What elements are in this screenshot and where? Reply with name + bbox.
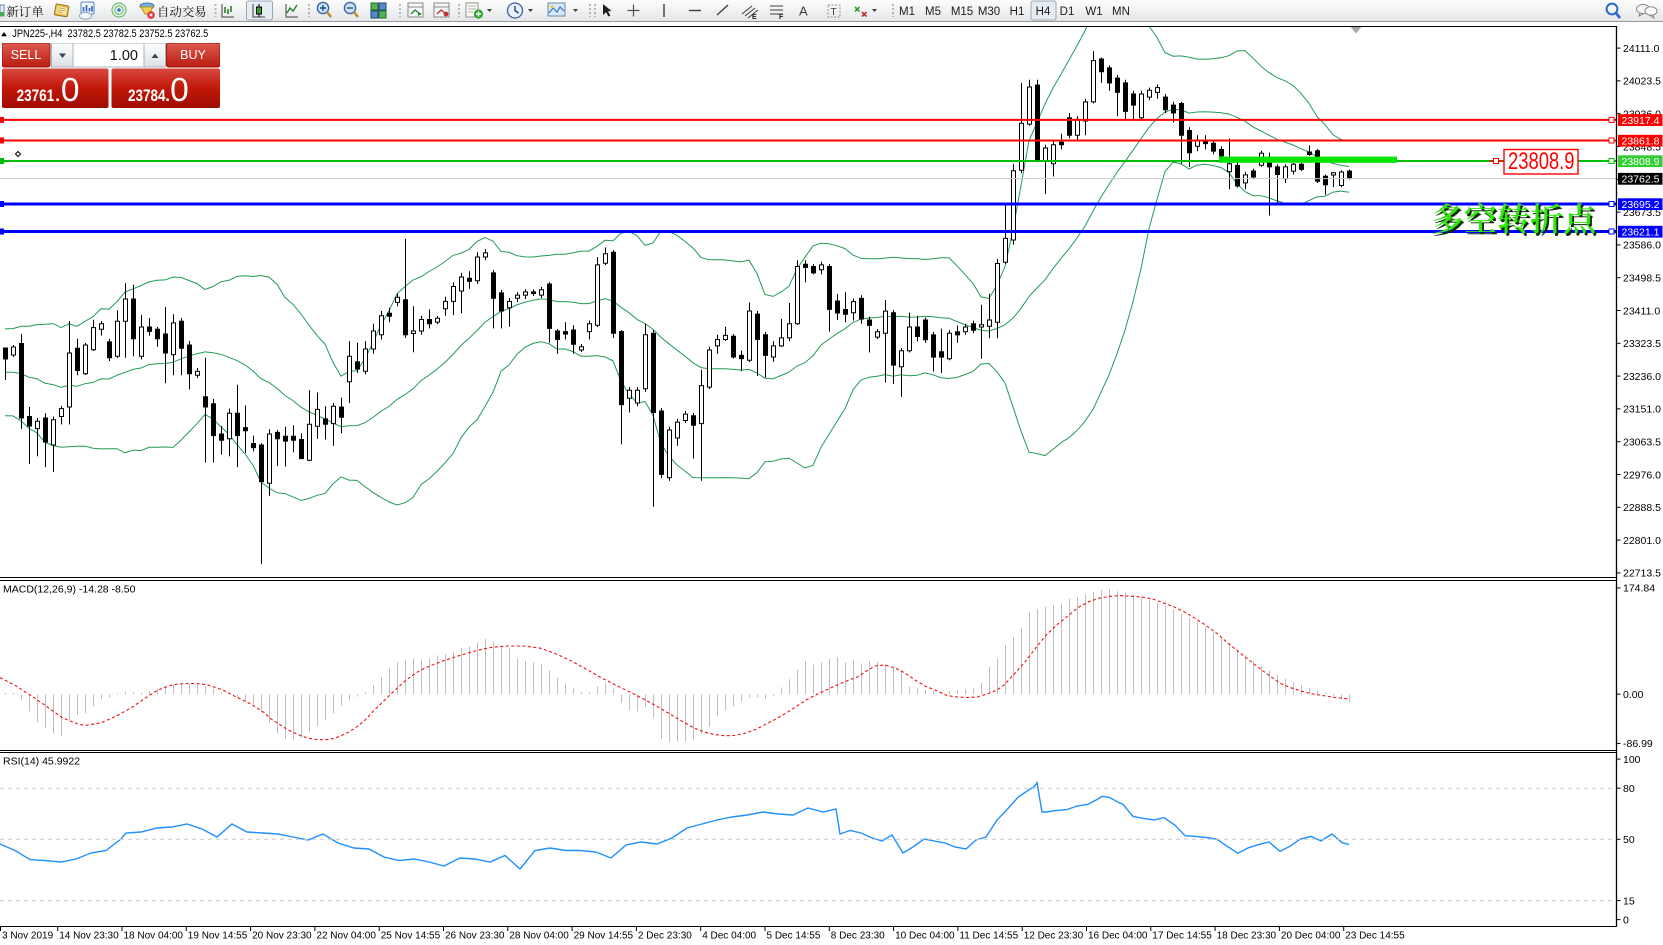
svg-text:M30: M30 (978, 6, 1000, 18)
svg-text:23151.0: 23151.0 (1623, 404, 1661, 416)
svg-text:E: E (752, 14, 757, 21)
svg-text:0.00: 0.00 (1623, 689, 1644, 701)
svg-text:A: A (799, 4, 808, 19)
svg-text:8 Dec 23:30: 8 Dec 23:30 (831, 931, 885, 942)
svg-text:-86.99: -86.99 (1623, 738, 1653, 750)
svg-text:1.00: 1.00 (110, 48, 138, 64)
svg-text:W1: W1 (1085, 6, 1102, 18)
svg-text:23808.9: 23808.9 (1508, 148, 1575, 175)
svg-text:23917.4: 23917.4 (1622, 115, 1660, 127)
svg-text:23 Dec 14:55: 23 Dec 14:55 (1345, 931, 1405, 942)
svg-text:23498.5: 23498.5 (1623, 273, 1661, 285)
svg-text:2 Dec 23:30: 2 Dec 23:30 (638, 931, 692, 942)
svg-text:0: 0 (170, 72, 189, 108)
svg-text:18 Dec 23:30: 18 Dec 23:30 (1217, 931, 1277, 942)
svg-text:H1: H1 (1010, 6, 1025, 18)
svg-text:.: . (55, 86, 60, 105)
svg-text:26 Nov 23:30: 26 Nov 23:30 (445, 931, 505, 942)
svg-text:19 Nov 14:55: 19 Nov 14:55 (188, 931, 248, 942)
svg-text:100: 100 (1623, 754, 1641, 766)
svg-text:M1: M1 (899, 6, 915, 18)
svg-text:23695.2: 23695.2 (1622, 199, 1660, 211)
svg-text:11 Dec 14:55: 11 Dec 14:55 (959, 931, 1018, 942)
svg-text:22713.5: 22713.5 (1623, 568, 1661, 580)
svg-text:MACD(12,26,9) -14.28 -8.50: MACD(12,26,9) -14.28 -8.50 (3, 584, 136, 596)
svg-text:15: 15 (1623, 895, 1635, 907)
svg-text:23861.8: 23861.8 (1622, 136, 1660, 148)
svg-text:F: F (779, 14, 784, 21)
svg-text:D1: D1 (1060, 6, 1075, 18)
svg-text:M5: M5 (925, 6, 941, 18)
svg-text:22801.0: 22801.0 (1623, 535, 1661, 547)
svg-text:23411.0: 23411.0 (1623, 305, 1660, 317)
svg-text:RSI(14) 45.9922: RSI(14) 45.9922 (3, 756, 80, 768)
svg-text:SELL: SELL (11, 48, 42, 62)
svg-text:.: . (165, 86, 170, 105)
svg-text:23586.0: 23586.0 (1623, 240, 1661, 252)
svg-text:H4: H4 (1036, 6, 1051, 18)
svg-text:23762.5: 23762.5 (1622, 174, 1660, 186)
svg-text:12 Dec 23:30: 12 Dec 23:30 (1024, 931, 1084, 942)
svg-text:0: 0 (61, 72, 80, 108)
svg-text:29 Nov 14:55: 29 Nov 14:55 (574, 931, 634, 942)
svg-text:22888.5: 22888.5 (1623, 502, 1661, 514)
svg-text:0: 0 (1623, 914, 1629, 926)
svg-text:3 Nov 2019: 3 Nov 2019 (2, 931, 54, 942)
svg-text:23621.1: 23621.1 (1622, 227, 1660, 239)
svg-text:JPN225-,H4 23782.5 23782.5 23: JPN225-,H4 23782.5 23782.5 23752.5 23762… (12, 28, 208, 40)
svg-text:5 Dec 14:55: 5 Dec 14:55 (767, 931, 821, 942)
svg-text:22 Nov 04:00: 22 Nov 04:00 (316, 931, 376, 942)
svg-text:BUY: BUY (180, 48, 206, 62)
svg-text:24023.5: 24023.5 (1623, 76, 1661, 88)
svg-text:4 Dec 04:00: 4 Dec 04:00 (702, 931, 756, 942)
svg-text:80: 80 (1623, 783, 1635, 795)
svg-text:18 Nov 04:00: 18 Nov 04:00 (124, 931, 184, 942)
svg-text:23236.0: 23236.0 (1623, 371, 1661, 383)
svg-text:20 Nov 23:30: 20 Nov 23:30 (252, 931, 312, 942)
svg-text:23063.5: 23063.5 (1623, 437, 1661, 449)
svg-text:17 Dec 14:55: 17 Dec 14:55 (1152, 931, 1212, 942)
svg-text:22976.0: 22976.0 (1623, 469, 1661, 481)
svg-text:10 Dec 04:00: 10 Dec 04:00 (895, 931, 955, 942)
svg-text:T: T (831, 7, 837, 18)
svg-text:14 Nov 23:30: 14 Nov 23:30 (59, 931, 119, 942)
svg-text:23808.9: 23808.9 (1622, 156, 1660, 168)
svg-text:23784: 23784 (128, 87, 166, 105)
svg-text:28 Nov 04:00: 28 Nov 04:00 (509, 931, 569, 942)
svg-text:MN: MN (1112, 6, 1130, 18)
svg-text:25 Nov 14:55: 25 Nov 14:55 (381, 931, 441, 942)
svg-text:20 Dec 04:00: 20 Dec 04:00 (1281, 931, 1341, 942)
svg-text:23761: 23761 (17, 87, 55, 105)
svg-text:M15: M15 (951, 6, 973, 18)
svg-text:174.84: 174.84 (1623, 583, 1655, 595)
svg-text:23323.5: 23323.5 (1623, 338, 1661, 350)
svg-text:16 Dec 04:00: 16 Dec 04:00 (1088, 931, 1148, 942)
svg-text:24111.0: 24111.0 (1623, 43, 1660, 55)
svg-text:50: 50 (1623, 834, 1635, 846)
